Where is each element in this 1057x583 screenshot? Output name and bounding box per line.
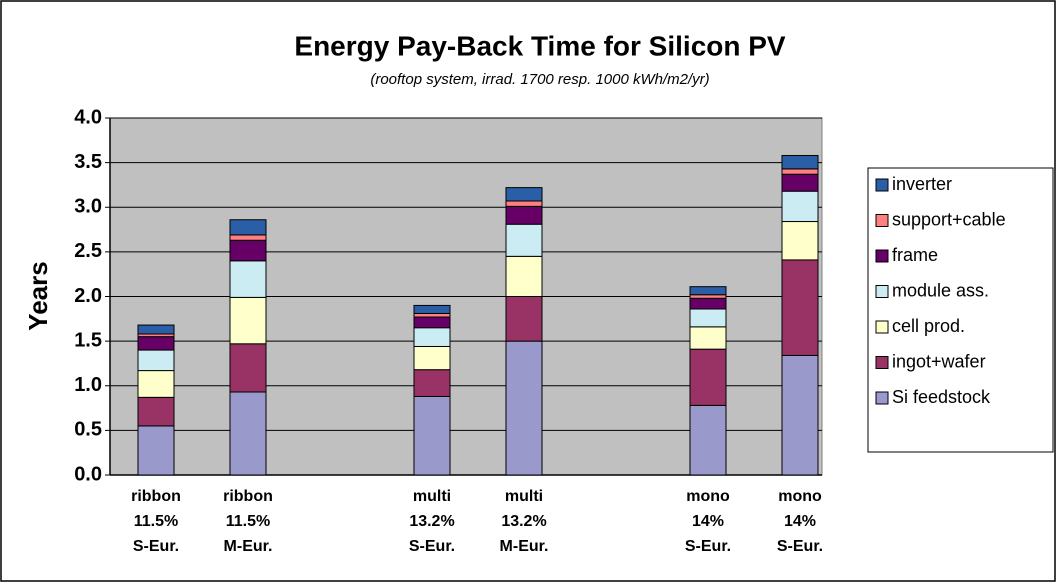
legend-swatch: [875, 214, 889, 227]
bar-segment: [137, 336, 175, 351]
x-tick-label: 14%: [692, 513, 724, 530]
bar-segment: [505, 340, 543, 476]
y-tick-label: 2.5: [74, 240, 102, 262]
bar-segment: [689, 294, 727, 299]
y-tick-label: 0.5: [74, 419, 102, 441]
bar-segment: [229, 239, 267, 262]
legend-swatch: [875, 320, 889, 334]
x-tick-label: 11.5%: [134, 513, 178, 530]
x-tick-label: ribbon: [223, 488, 273, 505]
bar-segment: [689, 286, 727, 296]
bar-segment: [781, 190, 819, 223]
x-tick-label: 13.2%: [409, 513, 454, 530]
y-tick-label: 1.0: [74, 374, 102, 396]
x-tick-label: M-Eur.: [224, 538, 273, 555]
bar-segment: [413, 304, 451, 314]
bar-segment: [137, 425, 175, 476]
x-tick-label: 14%: [784, 513, 816, 530]
y-tick-label: 3.0: [74, 196, 102, 218]
bar-segment: [413, 316, 451, 329]
bar-segment: [229, 260, 267, 298]
bar-segment: [689, 348, 727, 406]
chart-title: Energy Pay-Back Time for Silicon PV: [294, 30, 786, 61]
bar-segment: [689, 308, 727, 328]
x-tick-label: mono: [686, 488, 730, 505]
bar-segment: [689, 404, 727, 476]
legend-label: support+cable: [892, 209, 1006, 229]
bar-segment: [781, 259, 819, 356]
bar-segment: [781, 173, 819, 192]
bar-segment: [229, 343, 267, 393]
legend-swatch: [875, 391, 889, 405]
bar-segment: [413, 345, 451, 371]
x-tick-label: ribbon: [131, 488, 181, 505]
bar-segment: [781, 354, 819, 476]
bar-segment: [505, 205, 543, 225]
bar-segment: [137, 396, 175, 427]
bar-segment: [413, 369, 451, 397]
bar-segment: [229, 296, 267, 345]
legend-swatch: [875, 285, 889, 298]
bar-segment: [505, 200, 543, 207]
legend-swatch: [875, 178, 889, 192]
x-tick-label: S-Eur.: [409, 538, 455, 555]
y-tick-label: 0.0: [74, 463, 102, 485]
legend-box: [867, 167, 1054, 453]
bar-segment: [137, 324, 175, 335]
x-tick-label: 13.2%: [501, 513, 546, 530]
bar-segment: [229, 234, 267, 241]
chart-subtitle: (rooftop system, irrad. 1700 resp. 1000 …: [370, 71, 709, 88]
bar-segment: [505, 296, 543, 342]
bar-segment: [781, 168, 819, 175]
bar-segment: [781, 221, 819, 261]
bar-segment: [781, 154, 819, 170]
x-tick-label: multi: [505, 488, 543, 505]
bar-segment: [413, 312, 451, 318]
y-tick-label: 2.0: [74, 285, 102, 307]
bar-segment: [137, 370, 175, 398]
legend-swatch: [875, 249, 889, 263]
bar-segment: [229, 391, 267, 476]
bar-segment: [505, 223, 543, 257]
legend-label: Si feedstock: [892, 387, 991, 407]
legend-swatch: [875, 356, 889, 369]
bar-segment: [689, 297, 727, 310]
bar-segment: [137, 349, 175, 372]
bar-segment: [505, 187, 543, 202]
y-tick-label: 3.5: [74, 151, 102, 173]
y-axis-label: Years: [23, 261, 53, 330]
bar-segment: [413, 327, 451, 347]
x-tick-label: 11.5%: [226, 513, 270, 530]
x-tick-label: S-Eur.: [685, 538, 731, 555]
y-tick-label: 4.0: [74, 106, 102, 128]
bar-segment: [413, 395, 451, 476]
x-tick-label: M-Eur.: [500, 538, 549, 555]
x-tick-label: multi: [413, 488, 451, 505]
x-tick-label: S-Eur.: [777, 538, 823, 555]
bar-segment: [689, 326, 727, 350]
legend-label: inverter: [892, 174, 952, 194]
bar-segment: [505, 255, 543, 297]
legend-label: module ass.: [892, 280, 989, 300]
legend-label: ingot+wafer: [892, 351, 986, 371]
y-tick-label: 1.5: [74, 329, 102, 351]
x-tick-label: mono: [778, 488, 822, 505]
legend-label: cell prod.: [892, 316, 965, 336]
x-tick-label: S-Eur.: [133, 538, 179, 555]
legend-label: frame: [892, 245, 938, 265]
bar-segment: [229, 219, 267, 236]
